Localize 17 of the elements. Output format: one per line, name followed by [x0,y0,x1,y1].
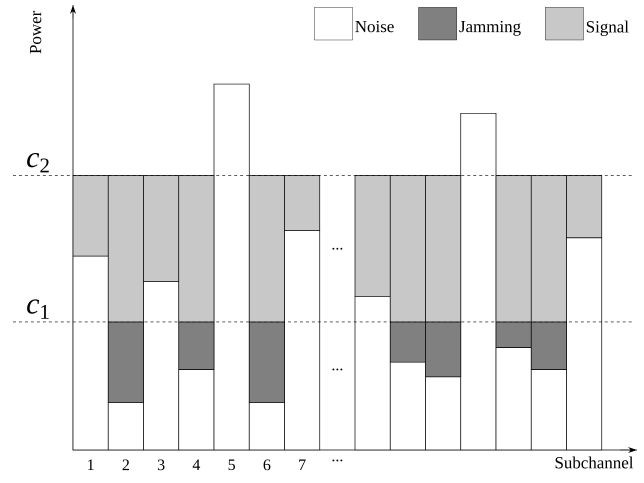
y-axis-title: Power [30,10,42,54]
x-tick-label: 1 [88,460,94,470]
annotation: ... [332,248,342,250]
x-tick-label: 7 [299,460,306,470]
x-tick-label: 3 [158,460,164,470]
legend-label: Signal [586,20,629,36]
legend-label: Jamming [459,20,521,36]
annotation: ... [332,368,342,370]
x-axis-title: Subchannel [556,456,634,468]
ref-line-label: c$_{1}$ [27,299,49,319]
x-tick-label: ... [332,460,342,462]
x-tick-label: 5 [228,460,235,470]
x-tick-label: 4 [192,460,200,470]
x-tick-label: 6 [264,460,270,470]
ref-line-label: c$_{2}$ [27,152,49,172]
x-tick-label: 2 [122,460,129,470]
legend-label: Noise [355,20,394,32]
